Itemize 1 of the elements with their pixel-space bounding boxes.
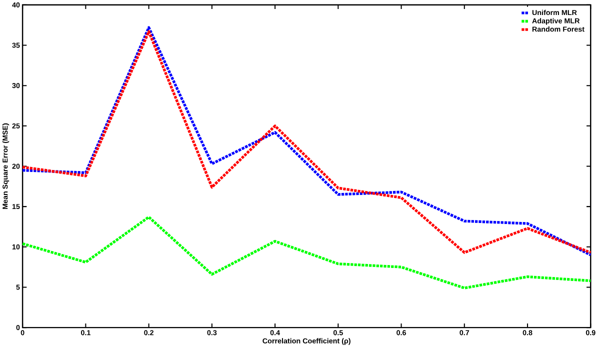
- line-series: [21, 216, 592, 290]
